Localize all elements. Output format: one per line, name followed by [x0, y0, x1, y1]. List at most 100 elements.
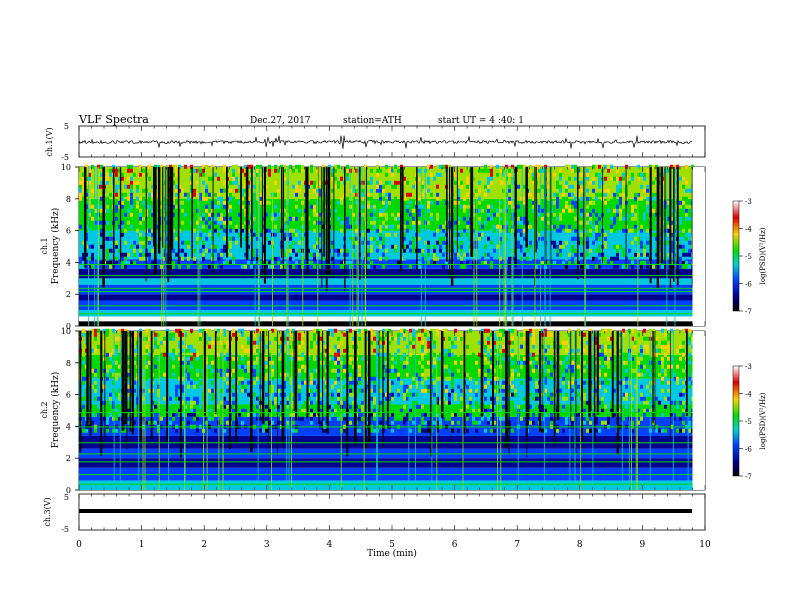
- spectrogram-hline: [79, 291, 693, 293]
- spectrogram-cell: [136, 184, 139, 189]
- spectrogram-cell: [310, 420, 313, 425]
- spectrogram-cell: [454, 224, 457, 229]
- spectrogram-cell: [394, 248, 397, 253]
- spectrogram-cell: [337, 252, 340, 257]
- spectrogram-cell: [346, 172, 349, 177]
- spectrogram-cell: [622, 200, 625, 205]
- spectrogram-streak: [446, 167, 448, 262]
- spectrogram-cell: [370, 236, 373, 241]
- spectrogram-cell: [214, 228, 217, 233]
- spectrogram-cell: [79, 256, 82, 261]
- start-time-label: start UT = 4 :40: 1: [438, 116, 524, 126]
- spectrogram-cell: [637, 196, 640, 201]
- spectrogram-cell: [511, 164, 514, 169]
- spectrogram-cell: [193, 348, 196, 353]
- spectrogram-cell: [313, 172, 316, 177]
- spectrogram-cell: [622, 360, 625, 365]
- spectrogram-cell: [298, 384, 301, 389]
- spectrogram-cell: [247, 340, 250, 345]
- spectrogram-cell: [370, 244, 373, 249]
- spectrogram-cell: [616, 248, 619, 253]
- spectrogram-cell: [148, 196, 151, 201]
- spectrogram-cell: [400, 328, 403, 333]
- spectrogram-cell: [454, 244, 457, 249]
- spectrogram-cell: [454, 380, 457, 385]
- spectrogram-cell: [370, 216, 373, 221]
- spectrogram-cell: [619, 180, 622, 185]
- spectrogram-cell: [283, 412, 286, 417]
- spectrogram-cell: [232, 348, 235, 353]
- spectrogram-cell: [274, 164, 277, 169]
- spectrogram-cell: [373, 388, 376, 393]
- spectrogram-cell: [622, 352, 625, 357]
- spectrogram-cell: [373, 348, 376, 353]
- spectrogram-cell: [262, 188, 265, 193]
- spectrogram-cell: [460, 380, 463, 385]
- spectrogram-cell: [178, 348, 181, 353]
- spectrogram-cell: [169, 396, 172, 401]
- spectrogram-cell: [511, 224, 514, 229]
- spectrogram-cell: [292, 344, 295, 349]
- spectrogram-cell: [127, 220, 130, 225]
- spectrogram-cell: [490, 368, 493, 373]
- spectrogram-cell: [100, 208, 103, 213]
- spectrogram-cell: [337, 420, 340, 425]
- spectrogram-cell: [502, 168, 505, 173]
- spectrogram-cell: [208, 236, 211, 241]
- spectrogram-streak: [137, 331, 139, 418]
- spectrogram-cell: [319, 188, 322, 193]
- spectrogram-cell: [622, 188, 625, 193]
- spectrogram-cell: [313, 416, 316, 421]
- spectrogram-cell: [397, 388, 400, 393]
- spectrogram-cell: [598, 212, 601, 217]
- spectrogram-cell: [556, 428, 559, 433]
- spectrogram-cell: [388, 388, 391, 393]
- spectrogram-cell: [586, 380, 589, 385]
- spectrogram-cell: [205, 188, 208, 193]
- spectrogram-cell: [574, 236, 577, 241]
- spectrogram-cell: [334, 352, 337, 357]
- spectrogram-cell: [379, 168, 382, 173]
- spectrogram-cell: [427, 384, 430, 389]
- spectrogram-cell: [82, 396, 85, 401]
- spectrogram-cell: [436, 220, 439, 225]
- spectrogram-cell: [241, 328, 244, 333]
- spectrogram-cell: [154, 336, 157, 341]
- spectrogram-cell: [556, 180, 559, 185]
- spectrogram-cell: [586, 232, 589, 237]
- spectrogram-cell: [118, 248, 121, 253]
- spectrogram-cell: [445, 388, 448, 393]
- spectrogram-cell: [616, 224, 619, 229]
- spectrogram-cell: [559, 212, 562, 217]
- spectrogram-cell: [460, 336, 463, 341]
- spectrogram-cell: [256, 340, 259, 345]
- spectrogram-cell: [406, 220, 409, 225]
- spectrogram-cell: [448, 352, 451, 357]
- spectrogram-cell: [187, 384, 190, 389]
- spectrogram-cell: [241, 384, 244, 389]
- spectrogram-cell: [469, 328, 472, 333]
- spectrogram-cell: [205, 164, 208, 169]
- spectrogram-cell: [109, 380, 112, 385]
- spectrogram-cell: [313, 220, 316, 225]
- spectrogram-cell: [478, 232, 481, 237]
- spectrogram-line: [544, 167, 546, 326]
- spectrogram-cell: [568, 208, 571, 213]
- spectrogram-cell: [370, 376, 373, 381]
- spectrogram-cell: [244, 368, 247, 373]
- spectrogram-cell: [400, 164, 403, 169]
- spectrogram-cell: [94, 216, 97, 221]
- spectrogram-cell: [571, 360, 574, 365]
- spectrogram-cell: [115, 372, 118, 377]
- spectrogram-cell: [418, 360, 421, 365]
- spectrogram-cell: [493, 384, 496, 389]
- spectrogram-cell: [277, 260, 280, 265]
- spectrogram-cell: [295, 252, 298, 257]
- spectrogram-cell: [193, 228, 196, 233]
- spectrogram-cell: [451, 420, 454, 425]
- spectrogram-cell: [589, 420, 592, 425]
- spectrogram-cell: [100, 244, 103, 249]
- spectrogram-cell: [418, 376, 421, 381]
- spectrogram-cell: [496, 228, 499, 233]
- spectrogram-cell: [463, 264, 466, 269]
